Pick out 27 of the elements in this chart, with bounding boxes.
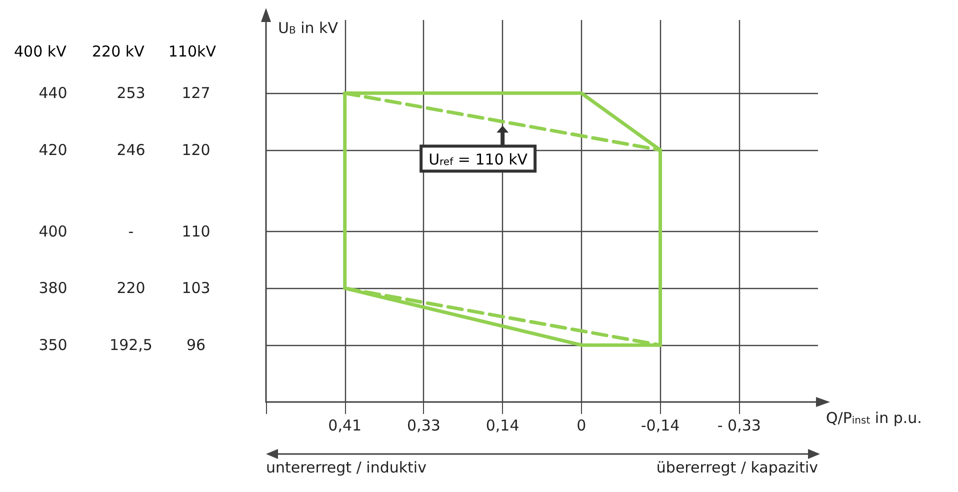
text: 420: [38, 141, 68, 160]
text: 192,5: [110, 336, 152, 354]
y-tick-label: 120: [182, 141, 210, 160]
text: 440: [38, 84, 68, 102]
x-tick-label: 0,14: [486, 416, 520, 434]
text: 246: [116, 141, 146, 160]
y-tick-label: 103: [182, 279, 210, 298]
x-tick-label: 0,33: [407, 416, 440, 434]
text: -: [128, 222, 134, 240]
x-tick-label: -0,14: [640, 416, 680, 434]
text: 400: [38, 222, 68, 240]
y-axis-title: UB in kV: [278, 19, 339, 37]
x-tick-label: - 0,33: [717, 416, 761, 434]
text: 253: [116, 84, 146, 102]
y-tick-label: 127: [182, 84, 210, 102]
y-tick-label: 96: [186, 336, 206, 354]
x-tick-label: 0,41: [328, 416, 362, 434]
text: 400 kV 220 kV 110kV: [14, 42, 216, 60]
x-tick-label: 0: [576, 416, 586, 434]
y-tick-label: 110: [182, 222, 210, 240]
text: 380: [38, 279, 68, 298]
text: 220: [116, 279, 146, 298]
text: untererregt / induktiv: [266, 458, 427, 476]
text: 350: [38, 336, 68, 354]
x-axis-title: Q/Pinst in p.u.: [826, 409, 922, 427]
text: übererregt / kapazitiv: [656, 458, 818, 476]
annotation: Uref = 110 kV: [428, 150, 528, 169]
